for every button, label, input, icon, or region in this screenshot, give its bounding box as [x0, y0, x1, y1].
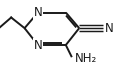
Text: N: N	[33, 39, 42, 52]
Text: N: N	[104, 22, 113, 35]
Text: N: N	[33, 6, 42, 19]
Text: NH₂: NH₂	[74, 52, 96, 65]
